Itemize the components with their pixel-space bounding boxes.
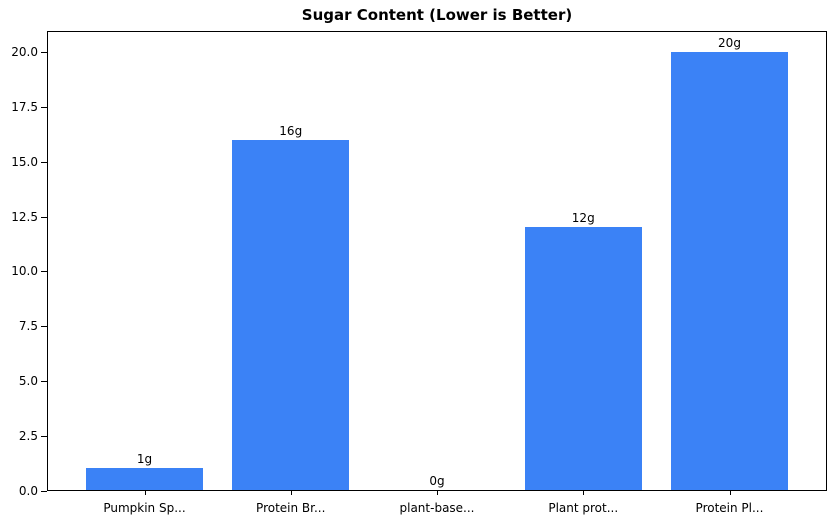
bar-value-label: 0g <box>429 474 445 488</box>
x-axis-tick <box>290 491 292 495</box>
x-axis-tick <box>583 491 585 495</box>
y-axis-tick-label: 5.0 <box>18 373 38 388</box>
bar-value-label: 20g <box>718 35 741 50</box>
y-axis-tick <box>41 435 47 437</box>
y-axis-tick-label: 12.5 <box>11 209 38 224</box>
y-axis-tick-label: 7.5 <box>18 319 38 334</box>
bar <box>524 227 642 490</box>
x-axis-tick-label: Pumpkin Sp... <box>103 501 186 515</box>
y-axis-tick <box>41 326 47 328</box>
bar-value-label: 1g <box>136 452 153 467</box>
y-axis-tick-label: 20.0 <box>11 45 38 60</box>
x-axis-tick <box>729 491 731 495</box>
x-axis-tick-label: Plant prot... <box>548 501 619 515</box>
bar <box>671 51 788 490</box>
x-axis-tick <box>437 491 438 495</box>
y-axis-tick <box>41 216 47 218</box>
y-axis-tick <box>41 107 47 109</box>
y-axis-tick <box>41 271 47 273</box>
y-axis-tick <box>41 380 47 382</box>
bar-value-label: 16g <box>279 123 303 138</box>
y-axis-tick <box>41 161 47 163</box>
y-axis-tick <box>41 52 47 54</box>
bar <box>86 468 203 490</box>
x-axis-tick <box>144 491 146 495</box>
x-axis-tick-label: Protein Pl... <box>695 501 764 515</box>
y-axis-tick-label: 10.0 <box>11 264 38 279</box>
y-axis-tick-label: 2.5 <box>18 428 38 443</box>
x-axis-tick-label: Protein Br... <box>256 501 326 515</box>
x-axis-tick-label: plant-base... <box>399 501 475 515</box>
y-axis-tick-label: 17.5 <box>11 100 38 115</box>
y-axis-tick <box>41 490 47 492</box>
y-axis-tick-label: 0.0 <box>18 483 38 498</box>
bar-value-label: 12g <box>571 211 595 226</box>
chart-title: Sugar Content (Lower is Better) <box>301 6 573 24</box>
y-axis-tick-label: 15.0 <box>11 154 38 169</box>
bar <box>232 139 350 490</box>
